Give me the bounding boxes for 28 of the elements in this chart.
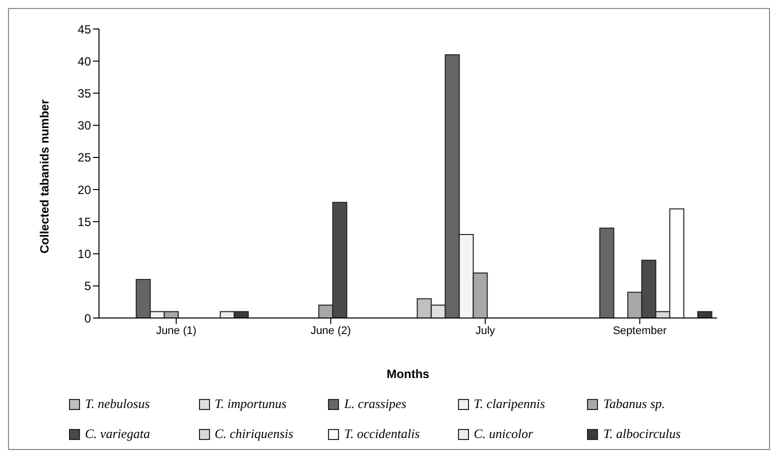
- y-tick-label: 20: [78, 182, 92, 197]
- x-tick-label: July: [475, 324, 496, 337]
- legend-label: T. claripennis: [474, 396, 546, 412]
- x-tick-label: June (1): [156, 324, 196, 337]
- y-tick-label: 35: [78, 86, 92, 100]
- bar: [599, 228, 614, 318]
- y-tick-label: 25: [78, 150, 92, 165]
- y-tick-label: 10: [78, 247, 92, 262]
- y-tick-label: 45: [78, 22, 92, 36]
- legend-label: T. albocirculus: [603, 426, 681, 442]
- y-tick-label: 15: [78, 214, 92, 229]
- legend-label: T. nebulosus: [85, 396, 150, 412]
- legend-label: C. chiriquensis: [214, 426, 294, 442]
- x-axis-title: Months: [386, 367, 430, 381]
- legend-label: T. occidentalis: [344, 426, 420, 442]
- x-tick-label: June (2): [310, 324, 351, 337]
- legend-label: L. crassipes: [344, 396, 406, 412]
- legend-label: Tabanus sp.: [603, 396, 666, 412]
- y-axis-title: Collected tabanids number: [37, 99, 52, 254]
- legend-label: C. unicolor: [474, 426, 534, 442]
- bar: [697, 311, 712, 318]
- y-tick-label: 0: [84, 311, 92, 326]
- legend-label: T. importunus: [214, 396, 287, 412]
- legend-label: C. variegata: [85, 426, 150, 442]
- y-tick-label: 40: [78, 54, 92, 68]
- y-tick-label: 5: [84, 279, 92, 294]
- x-tick-label: September: [612, 324, 667, 337]
- y-tick-label: 30: [78, 118, 92, 133]
